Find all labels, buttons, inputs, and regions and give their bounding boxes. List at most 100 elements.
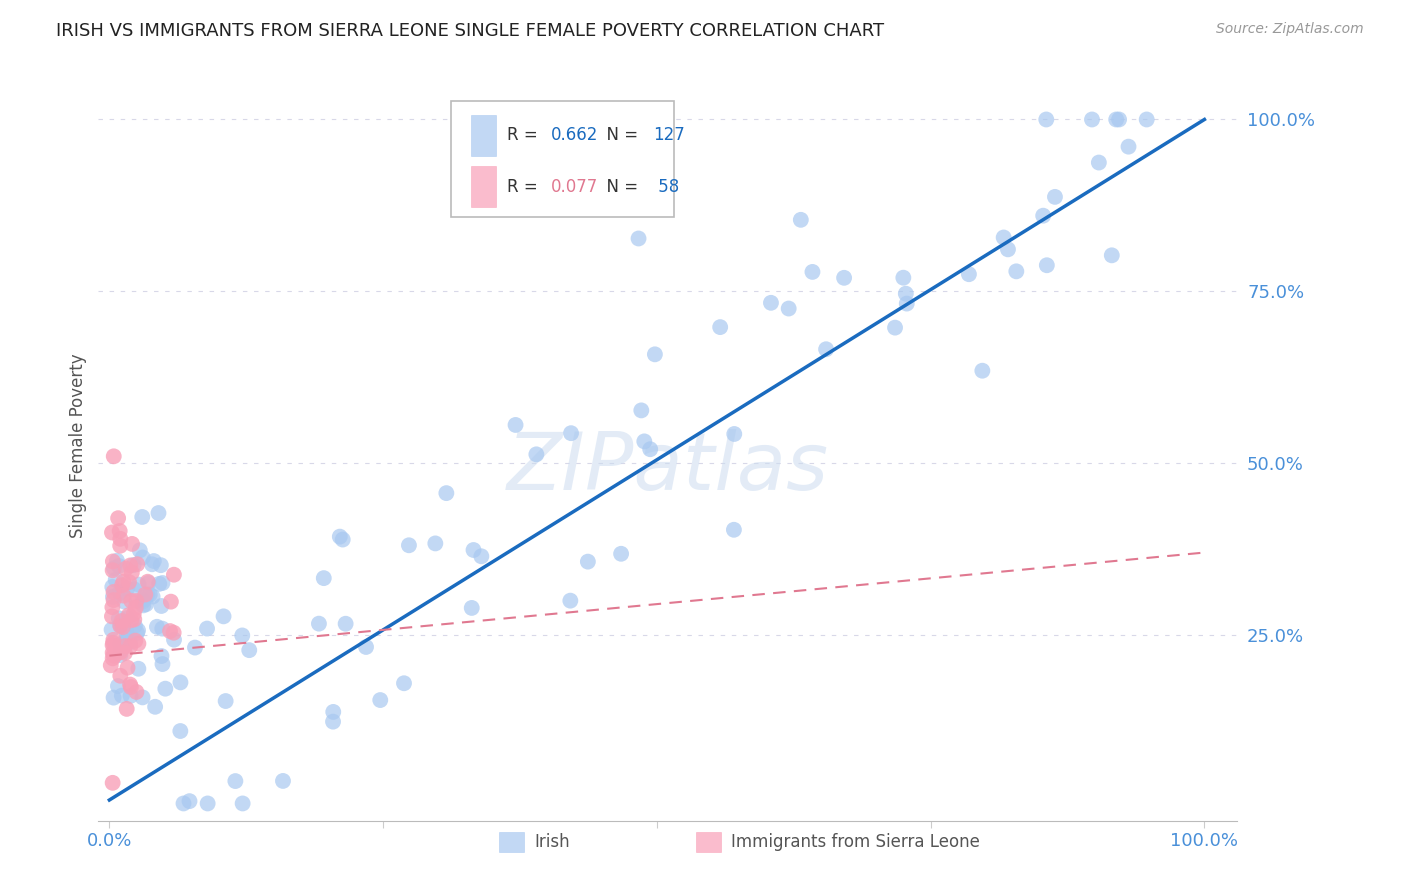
Point (143, 699, 166, 714)
Point (505, 417, 527, 432)
Point (630, 403, 652, 417)
Point (107, 679, 129, 693)
Point (127, 624, 149, 638)
Point (271, 773, 294, 788)
Point (128, 577, 150, 591)
Point (115, 624, 138, 639)
Point (101, 776, 124, 790)
Point (1118, 139, 1140, 153)
Point (132, 550, 155, 565)
Point (120, 635, 142, 649)
Point (114, 646, 136, 660)
Point (127, 637, 149, 651)
Point (832, 270, 855, 285)
Point (124, 618, 146, 632)
Point (138, 576, 160, 591)
Point (103, 648, 125, 662)
Point (972, 364, 994, 378)
Point (132, 594, 155, 608)
Point (332, 533, 354, 547)
Point (560, 426, 582, 441)
Point (132, 599, 155, 613)
Point (139, 588, 162, 602)
Point (354, 640, 377, 654)
Point (1108, 112, 1130, 127)
Point (576, 555, 599, 569)
Point (110, 532, 132, 546)
Point (103, 690, 125, 705)
Point (815, 343, 838, 357)
Point (112, 594, 135, 608)
Point (638, 442, 661, 457)
Point (1081, 112, 1104, 127)
Point (101, 554, 124, 568)
FancyBboxPatch shape (471, 166, 496, 207)
Point (101, 636, 124, 650)
Point (125, 626, 148, 640)
FancyBboxPatch shape (451, 102, 673, 218)
Point (322, 705, 344, 719)
Point (108, 539, 131, 553)
Point (105, 554, 128, 568)
Text: N =: N = (596, 178, 644, 195)
Point (115, 628, 138, 642)
Point (124, 633, 146, 648)
Point (1101, 248, 1123, 262)
Point (118, 608, 141, 623)
Point (997, 243, 1019, 257)
Point (120, 593, 142, 607)
Point (169, 675, 191, 690)
Point (179, 794, 201, 808)
Point (128, 543, 150, 558)
Point (169, 724, 191, 739)
Point (121, 537, 143, 551)
Point (101, 590, 124, 604)
Point (108, 558, 131, 573)
Point (115, 611, 138, 625)
Point (103, 632, 125, 647)
Point (115, 702, 138, 716)
Point (120, 689, 142, 703)
Point (195, 622, 218, 636)
Point (120, 680, 142, 694)
Point (308, 616, 330, 631)
Point (1005, 264, 1028, 278)
Point (884, 320, 907, 334)
Point (894, 286, 917, 301)
Point (1088, 155, 1111, 169)
Point (232, 797, 254, 811)
Point (152, 576, 174, 591)
Point (103, 648, 125, 663)
Text: ZIPatlas: ZIPatlas (506, 429, 830, 508)
Point (1032, 209, 1054, 223)
Point (150, 599, 173, 613)
Point (108, 524, 131, 538)
Point (759, 295, 782, 310)
Point (150, 648, 173, 663)
Point (801, 265, 824, 279)
Point (136, 588, 159, 602)
Point (110, 614, 132, 628)
Point (434, 486, 457, 500)
Point (322, 714, 344, 729)
Point (463, 543, 485, 558)
Point (104, 573, 127, 587)
Text: Source: ZipAtlas.com: Source: ZipAtlas.com (1216, 22, 1364, 37)
Text: 58: 58 (652, 178, 679, 195)
Point (101, 651, 124, 665)
Point (110, 648, 132, 662)
Point (163, 632, 186, 647)
Point (120, 639, 142, 653)
Text: 127: 127 (652, 127, 685, 145)
Point (214, 694, 236, 708)
Point (891, 270, 914, 285)
Point (110, 645, 132, 659)
Point (709, 320, 731, 334)
Point (142, 554, 165, 568)
Point (231, 628, 253, 642)
Point (108, 586, 131, 600)
Point (173, 797, 195, 811)
Point (723, 427, 745, 442)
Point (125, 594, 148, 608)
Point (146, 620, 169, 634)
